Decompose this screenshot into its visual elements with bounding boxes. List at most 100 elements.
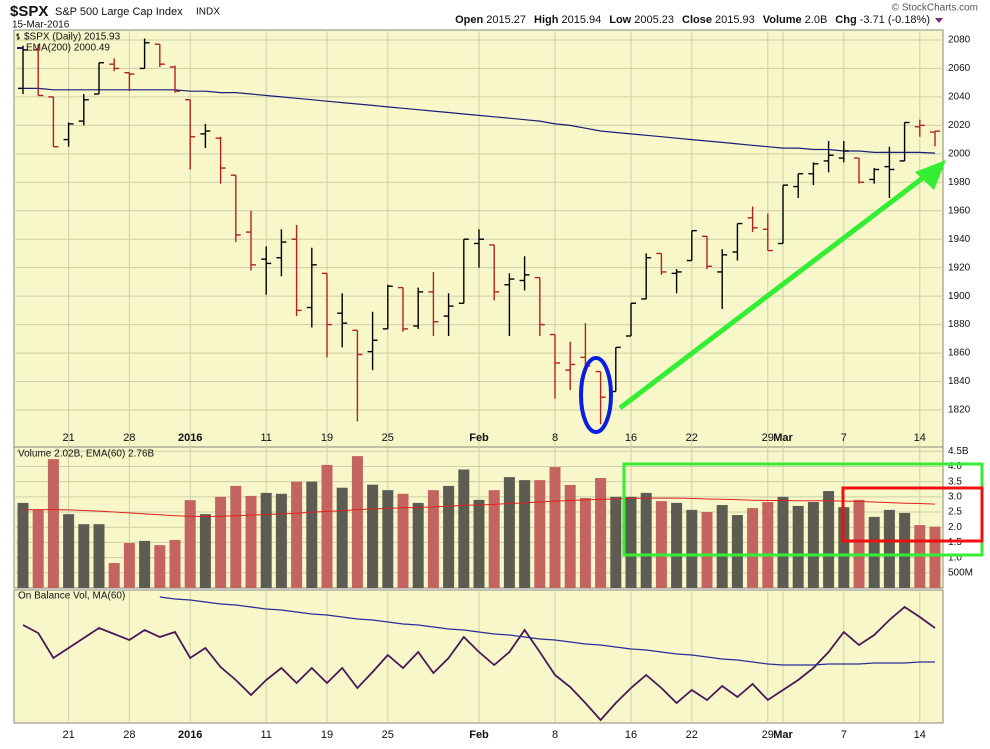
volume-bar xyxy=(306,481,318,588)
x-tick-label: 25 xyxy=(382,432,394,444)
symbol: $SPX xyxy=(10,3,48,20)
chg-arrow xyxy=(935,18,943,23)
x-tick-label: 11 xyxy=(260,432,271,444)
exchange: INDX xyxy=(196,7,220,18)
volume-bar xyxy=(93,524,105,588)
quote: Open 2015.27 High 2015.94 Low 2005.23 Close 201… xyxy=(455,14,930,26)
volume-bar xyxy=(686,509,698,588)
volume-bar xyxy=(488,490,500,588)
x-tick-label: Feb xyxy=(469,432,489,444)
legend-entry: EMA(200) 2000.49 xyxy=(26,43,110,54)
legend-entry: Volume 2.02B, EMA(60) 2.76B xyxy=(18,449,155,460)
volume-bar xyxy=(534,480,546,588)
volume-bar xyxy=(397,493,409,588)
volume-bar xyxy=(701,512,713,588)
y-tick-label: 1900 xyxy=(948,291,971,302)
volume-bar xyxy=(443,485,455,588)
volume-bar xyxy=(777,496,789,588)
y-tick-label: 1860 xyxy=(948,348,971,359)
volume-bar xyxy=(412,502,424,588)
y-tick-label: 2040 xyxy=(948,92,971,103)
y-tick-label: 2060 xyxy=(948,63,971,74)
y-tick-label: 2.0 xyxy=(948,522,962,533)
volume-bar xyxy=(78,524,90,588)
quote-value: -3.71 (-0.18%) xyxy=(860,14,930,26)
x-tick-label: 21 xyxy=(62,432,74,444)
quote-label: Close xyxy=(682,14,712,26)
obv-ma-line xyxy=(159,596,935,666)
volume-bar xyxy=(747,508,759,588)
volume-bar xyxy=(762,502,774,588)
volume-bar xyxy=(321,464,333,588)
volume-bar xyxy=(868,516,880,588)
y-tick-label: 1840 xyxy=(948,376,971,387)
volume-bar xyxy=(549,467,561,588)
highlight-ellipse xyxy=(579,356,613,434)
y-tick-label: 1940 xyxy=(948,234,971,245)
x-tick-label: 25 xyxy=(382,729,394,741)
date: 15-Mar-2016 xyxy=(12,20,70,31)
x-tick-label: 19 xyxy=(321,729,333,741)
x-tick-label: Mar xyxy=(773,729,793,741)
volume-bar xyxy=(640,492,652,588)
index-name: S&P 500 Large Cap Index xyxy=(55,6,183,18)
volume-bar xyxy=(108,563,120,588)
volume-bar xyxy=(351,456,363,588)
volume-box-recent xyxy=(841,486,984,543)
x-tick-label: 2016 xyxy=(178,432,202,444)
obv-line xyxy=(22,605,936,722)
x-tick-label: 21 xyxy=(62,729,74,741)
volume-bar xyxy=(671,502,683,588)
x-tick-label: 11 xyxy=(260,729,271,741)
x-tick-label: 2016 xyxy=(178,729,202,741)
volume-bar xyxy=(215,496,227,588)
volume-bar xyxy=(716,505,728,588)
volume-bar xyxy=(154,545,166,588)
volume-bar xyxy=(519,480,531,588)
x-tick-label: Feb xyxy=(469,729,489,741)
quote-value: 2.0B xyxy=(805,14,828,26)
volume-bar xyxy=(914,525,926,588)
x-tick-label: 28 xyxy=(123,432,135,444)
trend-arrowhead xyxy=(915,160,946,190)
volume-bar xyxy=(899,512,911,588)
y-tick-label: 2000 xyxy=(948,148,971,159)
y-tick-label: 500M xyxy=(948,567,973,578)
y-tick-label: 3.5 xyxy=(948,476,962,487)
quote-value: 2015.27 xyxy=(486,14,526,26)
x-tick-label: 29 xyxy=(762,729,774,741)
volume-bar xyxy=(367,484,379,588)
quote-value: 2015.93 xyxy=(715,14,755,26)
y-tick-label: 3.0 xyxy=(948,491,962,502)
trend-arrow xyxy=(618,172,930,410)
plot-layer: 21 28 2016 11 19 25 Feb 8 16 22 29 Mar 7 141820184018… xyxy=(14,30,973,741)
volume-ema-line xyxy=(22,497,936,518)
volume-bar xyxy=(655,501,667,588)
legend-icon xyxy=(16,33,20,40)
y-tick-label: 1960 xyxy=(948,205,971,216)
volume-bar xyxy=(792,505,804,588)
legend-entry: On Balance Vol, MA(60) xyxy=(18,591,125,602)
volume-bar xyxy=(139,540,151,588)
volume-bar xyxy=(291,481,303,588)
volume-bar xyxy=(473,499,485,588)
volume-bar xyxy=(184,500,196,588)
volume-bar xyxy=(595,477,607,588)
x-tick-label: 7 xyxy=(841,432,847,444)
y-tick-label: 1880 xyxy=(948,319,971,330)
volume-bar xyxy=(47,459,59,588)
volume-bar xyxy=(564,484,576,588)
volume-bar xyxy=(275,493,287,588)
x-tick-label: 16 xyxy=(625,432,637,444)
volume-bar xyxy=(579,498,591,588)
volume-bar xyxy=(245,495,257,588)
volume-bar xyxy=(382,490,394,588)
x-tick-label: 22 xyxy=(686,432,698,444)
volume-bar xyxy=(427,490,439,588)
y-tick-label: 4.0 xyxy=(948,461,962,472)
x-tick-label: 7 xyxy=(841,729,847,741)
volume-bar xyxy=(123,543,135,588)
volume-bar xyxy=(929,526,941,588)
volume-bar xyxy=(458,469,470,588)
